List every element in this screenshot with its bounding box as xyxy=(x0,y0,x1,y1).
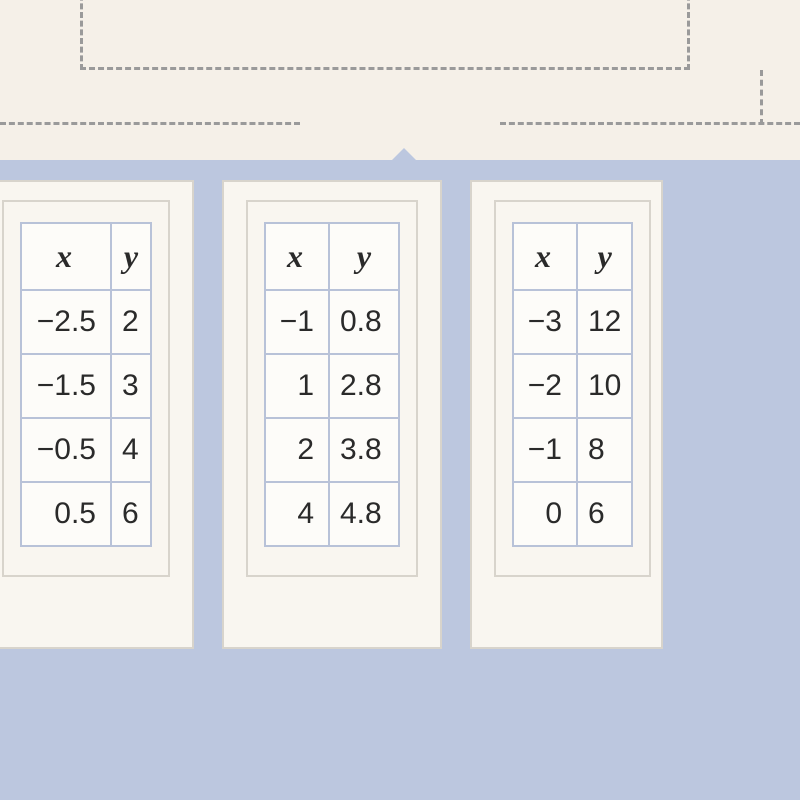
col-header-x: x xyxy=(265,223,329,290)
cell-y: 8 xyxy=(577,418,632,482)
option-card-3[interactable]: x y −3 12 −2 10 xyxy=(470,180,663,649)
xy-table-1: x y −2.5 2 −1.5 3 xyxy=(20,222,152,547)
cell-x: −2 xyxy=(513,354,577,418)
table-row: −2 10 xyxy=(513,354,632,418)
cell-x: −1 xyxy=(265,290,329,354)
dashed-box xyxy=(80,0,690,70)
cell-y: 3.8 xyxy=(329,418,399,482)
cell-x: −3 xyxy=(513,290,577,354)
table-row: −0.5 4 xyxy=(21,418,151,482)
table-row: 4 4.8 xyxy=(265,482,399,546)
table-row: 0.5 6 xyxy=(21,482,151,546)
cell-y: 2.8 xyxy=(329,354,399,418)
dashed-dropzone-region xyxy=(0,0,800,130)
table-row: 1 2.8 xyxy=(265,354,399,418)
cell-x: −0.5 xyxy=(21,418,111,482)
col-header-x: x xyxy=(21,223,111,290)
cell-y: 4.8 xyxy=(329,482,399,546)
cell-y: 2 xyxy=(111,290,151,354)
col-header-x: x xyxy=(513,223,577,290)
option-card-3-inner: x y −3 12 −2 10 xyxy=(494,200,651,577)
option-card-2[interactable]: x y −1 0.8 1 2.8 xyxy=(222,180,442,649)
xy-table-3: x y −3 12 −2 10 xyxy=(512,222,633,547)
table-header-row: x y xyxy=(21,223,151,290)
dashed-rule-left xyxy=(0,122,300,125)
cell-y: 6 xyxy=(111,482,151,546)
cell-x: −1 xyxy=(513,418,577,482)
col-header-y: y xyxy=(329,223,399,290)
cell-x: 1 xyxy=(265,354,329,418)
cell-y: 12 xyxy=(577,290,632,354)
options-band-notch xyxy=(390,148,418,162)
cell-y: 6 xyxy=(577,482,632,546)
options-row: x y −2.5 2 −1.5 3 xyxy=(0,180,800,649)
cell-x: −1.5 xyxy=(21,354,111,418)
cell-x: 2 xyxy=(265,418,329,482)
dashed-vert-right xyxy=(760,70,763,125)
table-row: −3 12 xyxy=(513,290,632,354)
cell-y: 4 xyxy=(111,418,151,482)
table-row: −1 8 xyxy=(513,418,632,482)
dashed-rule-right xyxy=(500,122,800,125)
table-header-row: x y xyxy=(265,223,399,290)
cell-x: 0 xyxy=(513,482,577,546)
cell-y: 3 xyxy=(111,354,151,418)
table-row: 2 3.8 xyxy=(265,418,399,482)
cell-y: 10 xyxy=(577,354,632,418)
table-header-row: x y xyxy=(513,223,632,290)
table-row: 0 6 xyxy=(513,482,632,546)
cell-x: 0.5 xyxy=(21,482,111,546)
xy-table-2: x y −1 0.8 1 2.8 xyxy=(264,222,400,547)
options-band: x y −2.5 2 −1.5 3 xyxy=(0,160,800,800)
option-card-1[interactable]: x y −2.5 2 −1.5 3 xyxy=(0,180,194,649)
cell-x: −2.5 xyxy=(21,290,111,354)
option-card-1-inner: x y −2.5 2 −1.5 3 xyxy=(2,200,170,577)
table-row: −1.5 3 xyxy=(21,354,151,418)
cell-x: 4 xyxy=(265,482,329,546)
col-header-y: y xyxy=(111,223,151,290)
table-row: −1 0.8 xyxy=(265,290,399,354)
col-header-y: y xyxy=(577,223,632,290)
table-row: −2.5 2 xyxy=(21,290,151,354)
option-card-2-inner: x y −1 0.8 1 2.8 xyxy=(246,200,418,577)
cell-y: 0.8 xyxy=(329,290,399,354)
